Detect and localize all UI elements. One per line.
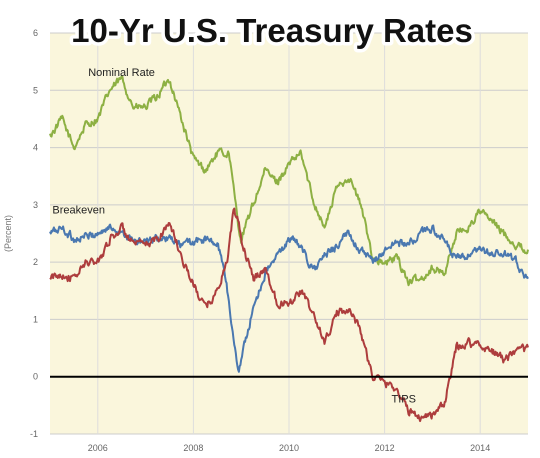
y-tick-label: 4 (33, 143, 38, 153)
x-tick-label: 2006 (88, 443, 108, 453)
series-line (49, 207, 529, 423)
y-tick-label: 3 (33, 200, 38, 210)
series-label: TIPS (391, 393, 415, 405)
series-labels: Nominal Rate Breakeven TIPS (52, 67, 416, 406)
x-tick-label: 2012 (375, 443, 395, 453)
y-tick-label: 5 (33, 85, 38, 95)
x-tick-label: 2010 (279, 443, 299, 453)
y-tick-label: 6 (33, 28, 38, 38)
y-tick-label: 0 (33, 372, 38, 382)
x-tick-label: 2014 (470, 443, 490, 453)
y-tick-label: -1 (30, 429, 38, 439)
chart-title: 10-Yr U.S. Treasury Rates (71, 12, 473, 49)
series-label: Breakeven (52, 204, 105, 216)
y-tick-label: 2 (33, 257, 38, 267)
x-tick-label: 2008 (183, 443, 203, 453)
series-label: Nominal Rate (88, 67, 155, 79)
y-axis-label: (Percent) (3, 215, 13, 252)
series-line (49, 74, 529, 287)
series-line (49, 223, 529, 373)
y-tick-label: 1 (33, 314, 38, 324)
series-lines (49, 74, 529, 423)
x-tick-labels: 2006 2008 2010 2012 2014 (88, 443, 490, 453)
y-tick-labels: -1 0 1 2 3 4 5 6 (30, 28, 38, 439)
